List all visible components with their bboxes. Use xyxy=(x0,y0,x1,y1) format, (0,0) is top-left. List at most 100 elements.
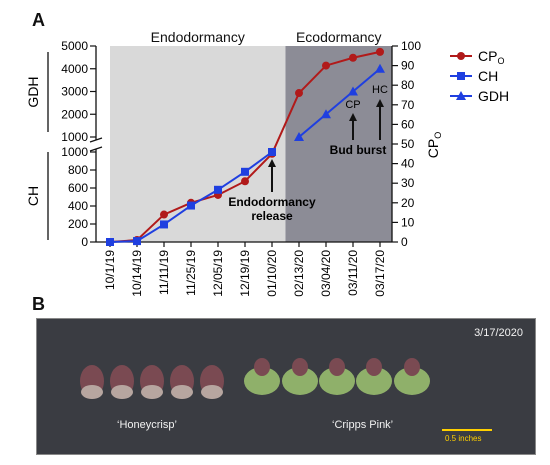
bud-burst-label: Bud burst xyxy=(330,143,387,157)
gdh-tick-label-1: 2000 xyxy=(61,107,88,121)
cp-point-7 xyxy=(295,89,303,98)
ch-point-4 xyxy=(214,185,222,194)
cripps-pink-bud-tip-0 xyxy=(254,358,270,376)
cripps-pink-bud-3 xyxy=(356,367,392,395)
cp-tick-label-3: 30 xyxy=(401,176,415,190)
x-tick-label-10: 03/17/20 xyxy=(373,250,387,297)
cp-tick-label-10: 100 xyxy=(401,39,421,53)
gdh-tick-label-2: 3000 xyxy=(61,85,88,99)
cripps-pink-bud-tip-4 xyxy=(404,358,420,376)
ch-point-0 xyxy=(106,238,114,246)
hc-bud-burst-arrowhead xyxy=(376,99,384,107)
cp-tick-label-0: 0 xyxy=(401,235,408,249)
legend-marker-cp xyxy=(457,52,465,60)
cp-point-2 xyxy=(160,210,168,219)
cp-tick-label-8: 80 xyxy=(401,78,415,92)
scale-label: 0.5 inches xyxy=(445,434,482,443)
x-tick-label-4: 12/05/19 xyxy=(211,250,225,297)
cripps-pink-bud-1 xyxy=(282,367,318,395)
endodormancy-release-label-1: Endodormancy xyxy=(228,195,316,209)
cripps-pink-bud-tip-3 xyxy=(366,358,382,376)
x-tick-label-2: 11/11/19 xyxy=(157,250,171,295)
ch-tick-label-0: 0 xyxy=(81,235,88,249)
cp-tick-label-1: 10 xyxy=(401,215,415,229)
ch-point-1 xyxy=(133,237,141,246)
x-tick-label-9: 03/11/20 xyxy=(346,250,360,296)
gdh-axis-label: GDH xyxy=(25,76,41,107)
panel-b-letter: B xyxy=(32,294,45,314)
gdh-point-10 xyxy=(375,63,385,73)
bud-photo-drawing xyxy=(80,358,430,399)
bud-photo: 3/17/2020 ‘Honeycrisp’ ‘Cripps Pink’ 0.5… xyxy=(36,318,536,455)
x-tick-label-5: 12/19/19 xyxy=(238,250,252,297)
x-tick-label-3: 11/25/19 xyxy=(184,250,198,296)
x-tick-label-8: 03/04/20 xyxy=(319,250,333,297)
phase-band-0 xyxy=(110,46,286,242)
ch-tick-label-1: 200 xyxy=(68,217,88,231)
honeycrisp-label: ‘Honeycrisp’ xyxy=(117,419,177,431)
panel-a-letter: A xyxy=(32,10,45,30)
cripps-pink-bud-0 xyxy=(244,367,280,395)
cp-axis-label: CPO xyxy=(425,132,443,158)
honeycrisp-bud-base-2 xyxy=(141,385,163,399)
phase-label-0: Endodormancy xyxy=(151,29,245,45)
photo-date: 3/17/2020 xyxy=(474,327,523,339)
legend-label-cp: CPO xyxy=(478,48,504,66)
legend-marker-gdh xyxy=(456,91,466,100)
cp-tick-label-5: 50 xyxy=(401,137,415,151)
honeycrisp-bud-base-0 xyxy=(81,385,103,399)
honeycrisp-bud-base-4 xyxy=(201,385,223,399)
axis-break-mark-lower xyxy=(89,146,103,152)
scale-bar xyxy=(442,429,492,431)
series-line-gdh xyxy=(298,67,381,138)
phase-band-1 xyxy=(285,46,392,242)
cp-point-9 xyxy=(349,53,357,62)
chart-panel: Endodormancy Ecodormancy10002000300040005… xyxy=(25,29,509,297)
cp-tick-label-7: 70 xyxy=(401,98,415,112)
endodormancy-release-arrowhead xyxy=(268,159,276,167)
cripps-pink-bud-tip-1 xyxy=(292,358,308,376)
ch-tick-label-5: 1000 xyxy=(61,145,88,159)
ch-point-2 xyxy=(160,220,168,229)
ch-tick-label-2: 400 xyxy=(68,199,88,213)
gdh-tick-label-3: 4000 xyxy=(61,62,88,76)
honeycrisp-bud-base-1 xyxy=(111,385,133,399)
axis-break-mark-upper xyxy=(89,137,103,143)
ch-tick-label-4: 800 xyxy=(68,163,88,177)
cp-tick-label-2: 20 xyxy=(401,196,415,210)
cp-bud-burst-arrowhead xyxy=(349,113,357,121)
x-tick-label-0: 10/1/19 xyxy=(103,250,117,290)
cripps-pink-bud-4 xyxy=(394,367,430,395)
legend-marker-ch xyxy=(457,72,465,80)
cripps-pink-label: ‘Cripps Pink’ xyxy=(332,419,394,431)
gdh-tick-label-0: 1000 xyxy=(61,130,88,144)
endodormancy-release-label-2: release xyxy=(251,209,293,223)
cripps-pink-bud-2 xyxy=(319,367,355,395)
phase-label-1: Ecodormancy xyxy=(296,29,382,45)
cripps-pink-bud-tip-2 xyxy=(329,358,345,376)
gdh-tick-label-4: 5000 xyxy=(61,39,88,53)
x-tick-label-1: 10/14/19 xyxy=(130,250,144,297)
ch-point-6 xyxy=(268,148,276,156)
cp-tick-label-9: 90 xyxy=(401,59,415,73)
cp-point-10 xyxy=(376,47,384,56)
cp-tick-label-4: 40 xyxy=(401,157,415,171)
legend-label-gdh: GDH xyxy=(478,88,509,104)
cp-bud-burst-marker: CP xyxy=(345,99,360,111)
cp-point-8 xyxy=(322,61,330,70)
honeycrisp-bud-base-3 xyxy=(171,385,193,399)
legend-label-ch: CH xyxy=(478,68,498,84)
x-tick-label-7: 02/13/20 xyxy=(292,250,306,297)
hc-bud-burst-marker: HC xyxy=(372,84,388,96)
x-tick-label-6: 01/10/20 xyxy=(265,250,279,297)
ch-point-5 xyxy=(241,167,249,176)
ch-axis-label: CH xyxy=(25,186,41,206)
cp-point-5 xyxy=(241,177,249,186)
ch-point-3 xyxy=(187,201,195,210)
cp-tick-label-6: 60 xyxy=(401,117,415,131)
gdh-point-7 xyxy=(294,132,304,141)
gdh-point-9 xyxy=(348,86,358,96)
ch-tick-label-3: 600 xyxy=(68,181,88,195)
gdh-point-8 xyxy=(321,109,331,119)
